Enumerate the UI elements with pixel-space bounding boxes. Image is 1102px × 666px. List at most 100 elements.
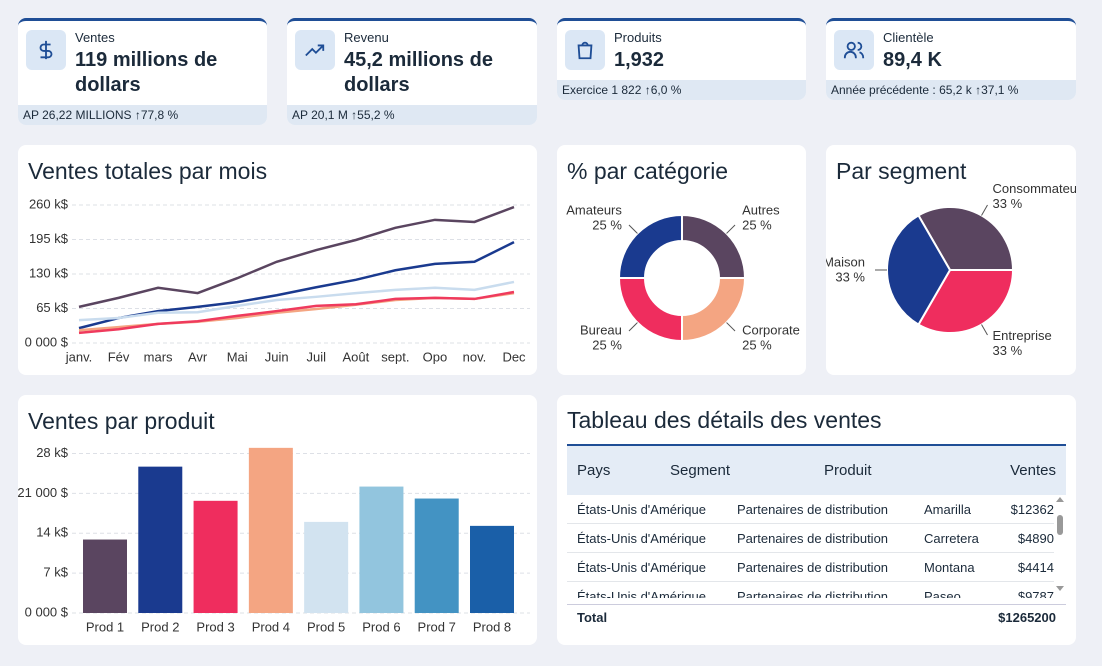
kpi-footer: Année précédente : 65,2 k ↑37,1 % (826, 80, 1076, 100)
total-label: Total (577, 610, 608, 625)
cell: Paseo (924, 589, 961, 598)
cell: Amarilla (924, 502, 971, 517)
x-tick-label: Prod 1 (86, 619, 124, 634)
bar (470, 525, 514, 613)
leader-line (628, 322, 638, 332)
slice-label: Consommateur (993, 181, 1077, 196)
cell: États-Unis d'Amérique (577, 560, 706, 575)
y-tick-label: 65 k$ (36, 300, 69, 315)
y-tick-label: 28 k$ (36, 445, 69, 460)
slice (681, 213, 747, 279)
y-tick-label: 130 k$ (29, 265, 69, 280)
x-tick-label: Prod 5 (307, 619, 345, 634)
leader-line (726, 322, 736, 332)
table-header: Pays Segment Produit Ventes (567, 444, 1066, 495)
x-tick-label: Août (342, 349, 369, 364)
cell: Partenaires de distribution (737, 531, 889, 546)
chart-card: Ventes totales par mois 0 000 $ 65 k$ 130 k… (18, 145, 537, 375)
slice-value: 33 % (835, 269, 865, 284)
x-tick-label: Juil (307, 349, 327, 364)
slice-label: Entreprise (993, 328, 1052, 343)
slice-value: 33 % (993, 196, 1023, 211)
leader-line (981, 204, 988, 216)
cell: États-Unis d'Amérique (577, 589, 706, 598)
kpi-label: Produits (614, 30, 662, 45)
y-tick-label: 14 k$ (36, 525, 69, 540)
slice-label: Corporate (742, 323, 800, 338)
column-header[interactable]: Pays (577, 462, 611, 479)
slice-value: 25 % (742, 217, 772, 232)
slice (617, 277, 683, 343)
bar (414, 498, 459, 613)
table-row: États-Unis d'Amérique Partenaires de dist… (567, 495, 1054, 524)
chart-title: % par catégorie (567, 158, 728, 184)
column-header[interactable]: Segment (670, 462, 731, 479)
line-series (78, 290, 515, 335)
column-header[interactable]: Produit (824, 462, 872, 479)
x-tick-label: Avr (188, 349, 208, 364)
bar (304, 521, 349, 613)
line-chart: Ventes totales par mois 0 000 $ 65 k$ 130 k… (25, 158, 530, 364)
leader-line (726, 224, 736, 234)
total-row: Total $1265200 (567, 604, 1066, 626)
kpi-card: Revenu 45,2 millions de dollars AP 20,1 … (287, 18, 537, 125)
cell: $12362 (1010, 502, 1054, 517)
x-tick-label: Dec (502, 349, 526, 364)
kpi-footer: Exercice 1 822 ↑6,0 % (557, 80, 806, 100)
column-header[interactable]: Ventes (1010, 462, 1056, 479)
y-tick-label: 195 k$ (29, 231, 69, 246)
leader-line (981, 324, 988, 336)
slice (681, 277, 747, 343)
x-tick-label: Prod 2 (141, 619, 179, 634)
x-tick-label: Prod 7 (418, 619, 456, 634)
slice-label: Amateurs (566, 202, 622, 217)
slice-label: Autres (742, 202, 780, 217)
chart-title: Par segment (836, 158, 967, 184)
bar (248, 447, 293, 613)
cell: Montana (924, 560, 975, 575)
slice-value: 25 % (742, 338, 772, 353)
y-tick-label: 0 000 $ (25, 334, 69, 349)
x-tick-label: sept. (381, 349, 409, 364)
chart-card: Par segment Consommateur 33 % Entreprise 33 … (826, 145, 1076, 375)
slice-label: Maison (826, 254, 865, 269)
cell: États-Unis d'Amérique (577, 502, 706, 517)
cell: Carretera (924, 531, 979, 546)
table-row: États-Unis d'Amérique Partenaires de dist… (567, 553, 1054, 582)
x-tick-label: mars (144, 349, 173, 364)
icon (834, 30, 874, 70)
x-tick-label: Prod 6 (362, 619, 400, 634)
scrollbar[interactable] (1055, 497, 1065, 593)
kpi-card: Ventes 119 millions de dollars AP 26,22 … (18, 18, 267, 125)
x-tick-label: Mai (227, 349, 248, 364)
bar (138, 466, 183, 613)
cell: $9787 (1017, 589, 1054, 598)
y-tick-label: 0 000 $ (25, 604, 69, 619)
slice-value: 25 % (592, 338, 622, 353)
bar (193, 500, 238, 613)
icon (26, 30, 66, 70)
slice (617, 213, 683, 279)
x-tick-label: janv. (65, 349, 93, 364)
x-tick-label: Prod 4 (252, 619, 290, 634)
bar-chart: Ventes par produit 0 000 $ 7 k$ 14 k$ 21 000… (18, 408, 530, 634)
chart-card: % par catégorie Autres 25 % Corporate 25 % Bu… (557, 145, 806, 375)
cell: Partenaires de distribution (737, 502, 889, 517)
y-tick-label: 7 k$ (43, 565, 68, 580)
kpi-footer: AP 20,1 M ↑55,2 % (287, 105, 537, 125)
kpi-card: Clientèle 89,4 K Année précédente : 65,2… (826, 18, 1076, 100)
x-tick-label: nov. (463, 349, 487, 364)
x-tick-label: Opo (423, 349, 448, 364)
slice-value: 33 % (993, 343, 1023, 358)
table-row: États-Unis d'Amérique Partenaires de dist… (567, 582, 1054, 598)
x-tick-label: Prod 8 (473, 619, 511, 634)
slice-label: Bureau (580, 323, 622, 338)
x-tick-label: Prod 3 (196, 619, 234, 634)
x-tick-label: Fév (108, 349, 130, 364)
table-row: États-Unis d'Amérique Partenaires de dist… (567, 524, 1054, 553)
kpi-footer: AP 26,22 MILLIONS ↑77,8 % (18, 105, 267, 125)
kpi-label: Clientèle (883, 30, 934, 45)
